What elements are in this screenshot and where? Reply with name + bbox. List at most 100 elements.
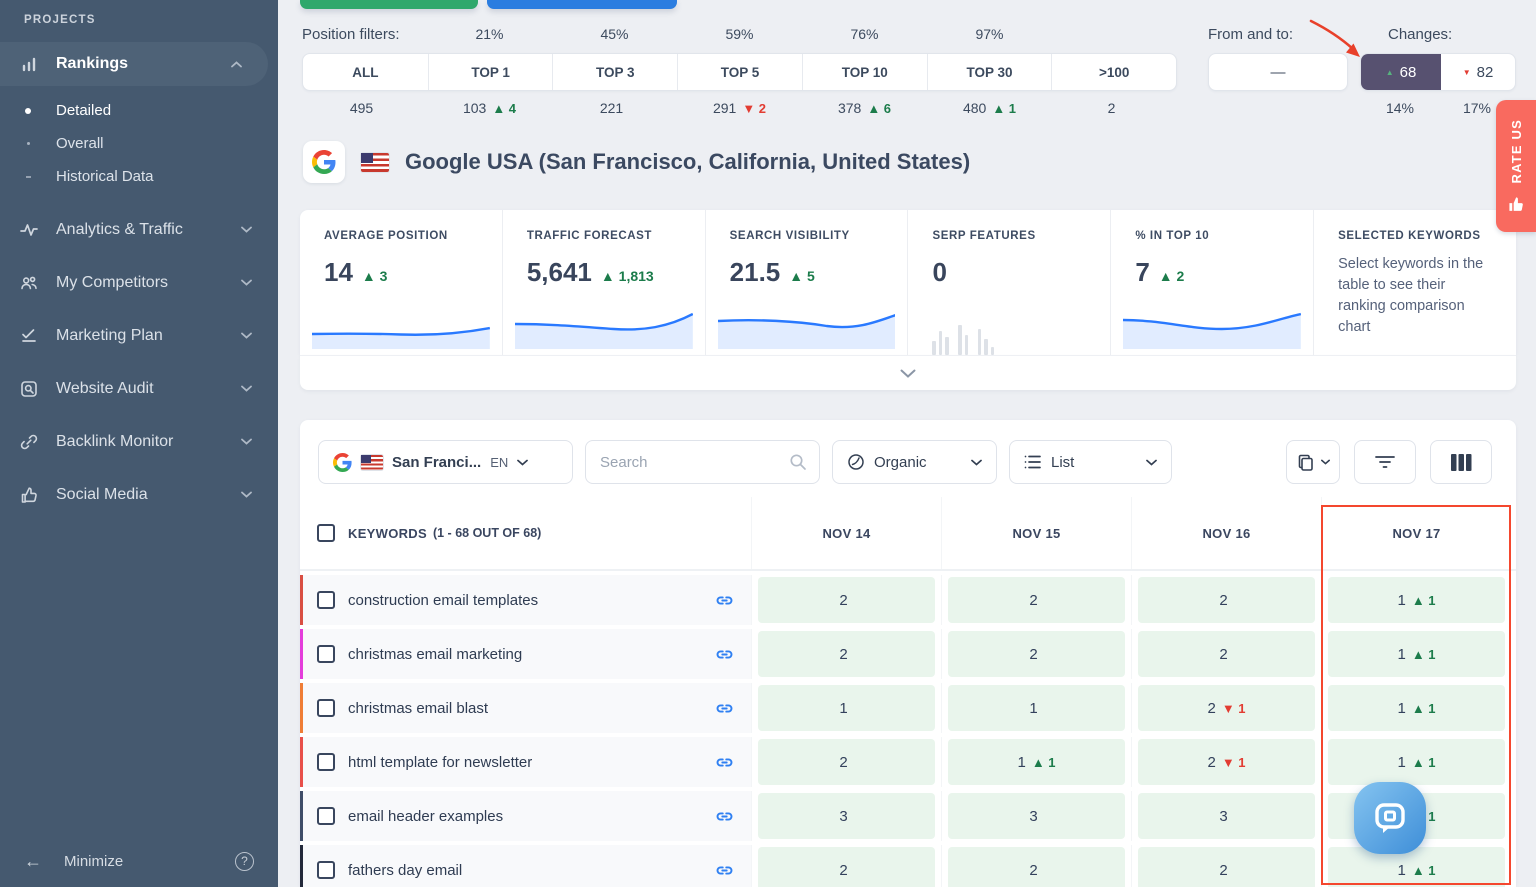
rank-cell[interactable]: 2 [1131,629,1321,679]
rank-cell[interactable]: 2 [751,629,941,679]
position-filter-counts: 495 103 ▲ 4 221 291 ▼ 2 378 ▲ 6 480 ▲ 1 2 [302,100,1177,116]
rank-cell[interactable]: 2 ▼ 1 [1131,683,1321,733]
rank-cell[interactable]: 1 [751,683,941,733]
blue-action-button[interactable] [487,0,677,9]
sidebar-subitem-overall[interactable]: Overall [0,127,278,160]
row-checkbox[interactable] [317,699,335,717]
metric-card-traffic-forecast[interactable]: TRAFFIC FORECAST 5,641 ▲ 1,813 [501,210,705,355]
filter-tab-top5[interactable]: TOP 5 [677,54,802,90]
bullet-icon [22,175,34,178]
metric-card-average-position[interactable]: AVERAGE POSITION 14 ▲ 3 [300,210,502,355]
filter-tab-top30[interactable]: TOP 30 [926,54,1052,90]
link-icon[interactable] [714,644,735,665]
subitem-label: Detailed [56,102,112,119]
rank-cell[interactable]: 2 [751,737,941,787]
metric-card-pct-top10[interactable]: % IN TOP 10 7 ▲ 2 [1110,210,1313,355]
columns-button[interactable] [1430,440,1492,484]
filter-tab-gt100[interactable]: >100 [1051,54,1176,90]
row-checkbox[interactable] [317,645,335,663]
sidebar-item-marketing-plan[interactable]: Marketing Plan [0,309,278,362]
column-header-nov16[interactable]: NOV 16 [1131,497,1321,569]
chat-widget-button[interactable] [1354,782,1426,854]
location-dropdown[interactable]: San Franci... EN [318,440,573,484]
metric-card-search-visibility[interactable]: SEARCH VISIBILITY 21.5 ▲ 5 [704,210,908,355]
rank-cell[interactable]: 1▲ 1 [1321,845,1511,887]
metrics-expander-button[interactable] [300,355,1516,390]
column-header-nov14[interactable]: NOV 14 [751,497,941,569]
help-icon[interactable]: ? [235,851,254,871]
keyword-cell[interactable]: christmas email marketing [300,629,751,679]
from-to-input[interactable]: — [1208,53,1348,91]
row-checkbox[interactable] [317,861,335,879]
minimize-button[interactable]: ← Minimize ? [0,835,278,887]
rank-cell[interactable]: 1▲ 1 [1321,683,1511,733]
keyword-cell[interactable]: email header examples [300,791,751,841]
sidebar-subitem-detailed[interactable]: Detailed [0,94,278,127]
rank-cell[interactable]: 2 [751,845,941,887]
changes-filter: Changes: ▲ 68 ▼ 82 14% 17% [1360,26,1516,116]
row-checkbox[interactable] [317,807,335,825]
rank-cell[interactable]: 2 [1131,845,1321,887]
rank-cell[interactable]: 2 [941,575,1131,625]
rank-cell[interactable]: 1▲ 1 [1321,737,1511,787]
metric-card-serp-features[interactable]: SERP FEATURES 0 [907,210,1110,355]
percent-label: 21% [475,26,504,42]
keyword-cell[interactable]: fathers day email [300,845,751,887]
link-icon[interactable] [714,752,735,773]
filter-button[interactable] [1354,440,1416,484]
sidebar-item-analytics-traffic[interactable]: Analytics & Traffic [0,203,278,256]
rate-us-label: RATE US [1508,119,1524,184]
changes-down-button[interactable]: ▼ 82 [1441,54,1515,90]
sidebar-item-website-audit[interactable]: Website Audit [0,362,278,415]
changes-label: Changes: [1388,26,1453,43]
search-input[interactable] [585,440,820,484]
rank-cell[interactable]: 3 [751,791,941,841]
rank-cell[interactable]: 1 [941,683,1131,733]
export-button[interactable] [1286,440,1340,484]
filter-tab-top10[interactable]: TOP 10 [801,54,927,90]
sparkline-chart [312,326,490,349]
traffic-type-dropdown[interactable]: Organic [832,440,997,484]
bar-chart-icon [22,57,36,72]
column-header-nov15[interactable]: NOV 15 [941,497,1131,569]
link-icon[interactable] [714,698,735,719]
sidebar-item-my-competitors[interactable]: My Competitors [0,256,278,309]
row-checkbox[interactable] [317,753,335,771]
serp-bars-chart [932,309,995,355]
filter-tab-all[interactable]: ALL [352,64,379,80]
rank-cell[interactable]: 1▲ 1 [1321,575,1511,625]
table-toolbar: San Franci... EN Organic List [300,420,1516,484]
keyword-cell[interactable]: html template for newsletter [300,737,751,787]
rank-cell[interactable]: 2 ▼ 1 [1131,737,1321,787]
rank-cell[interactable]: 2 [941,629,1131,679]
link-icon[interactable] [714,590,735,611]
rank-cell[interactable]: 3 [1131,791,1321,841]
rank-cell[interactable]: 2 [941,845,1131,887]
changes-up-button[interactable]: ▲ 68 [1361,54,1441,90]
rank-cell[interactable]: 2 [751,575,941,625]
row-checkbox[interactable] [317,591,335,609]
column-header-nov17[interactable]: NOV 17 [1321,497,1511,569]
link-icon[interactable] [714,806,735,827]
sidebar-item-rankings[interactable]: Rankings [0,42,268,86]
keyword-cell[interactable]: christmas email blast [300,683,751,733]
selected-keywords-hint: Select keywords in the table to see thei… [1338,256,1484,336]
link-icon[interactable] [714,860,735,881]
rank-cell[interactable]: 3 [941,791,1131,841]
rank-cell[interactable]: 1▲ 1 [941,737,1131,787]
chevron-down-icon [241,491,252,498]
sidebar-nav: Analytics & Traffic My Competitors Marke… [0,203,278,521]
rank-cell[interactable]: 2 [1131,575,1321,625]
view-mode-dropdown[interactable]: List [1009,440,1172,484]
sidebar-item-backlink-monitor[interactable]: Backlink Monitor [0,415,278,468]
sidebar-subitem-historical-data[interactable]: Historical Data [0,160,278,193]
green-action-button[interactable] [300,0,478,9]
select-all-checkbox[interactable] [317,524,335,542]
keyword-cell[interactable]: construction email templates [300,575,751,625]
sidebar-item-social-media[interactable]: Social Media [0,468,278,521]
rate-us-tab[interactable]: RATE US [1496,100,1536,232]
filter-tab-top1[interactable]: TOP 1 [427,54,553,90]
rank-cell[interactable]: 1▲ 1 [1321,629,1511,679]
filter-tab-top3[interactable]: TOP 3 [552,54,677,90]
